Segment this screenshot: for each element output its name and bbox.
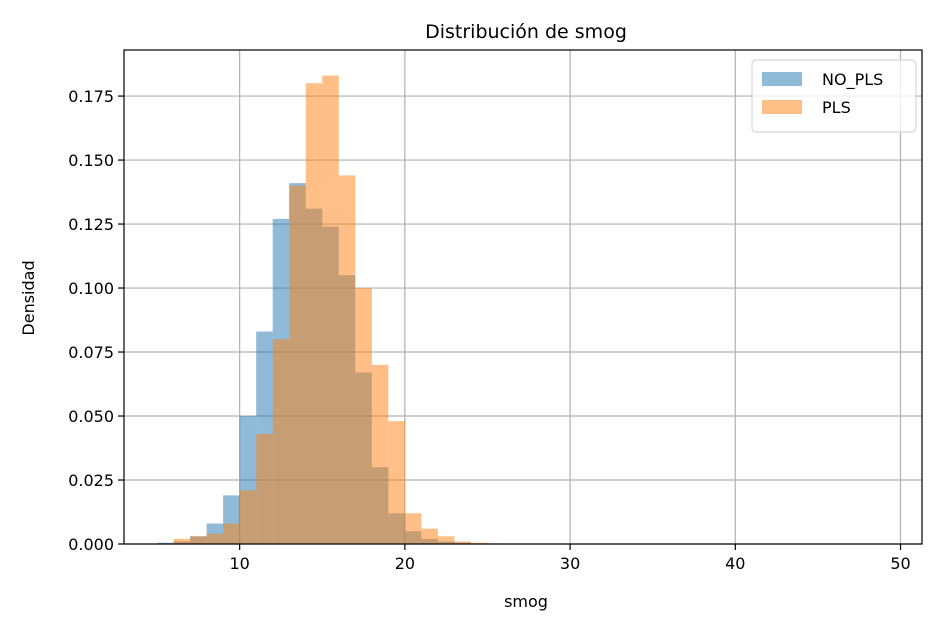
y-tick-label-7: 0.175 [68,87,114,106]
legend: NO_PLS PLS [751,59,917,133]
legend-swatch-NO_PLS [762,72,802,86]
bar-PLS-6 [272,339,290,544]
bar-PLS-17 [454,541,471,544]
bar-PLS-7 [289,185,306,545]
x-tick-label-0: 10 [229,554,249,573]
bar-PLS-2 [206,533,224,544]
bar-PLS-4 [239,490,257,544]
bar-PLS-11 [355,288,372,544]
bar-PLS-1 [190,536,207,544]
bar-PLS-16 [437,536,455,544]
bar-PLS-14 [404,513,422,544]
bars-layer [157,75,521,545]
x-axis-label: smog [504,592,548,611]
y-tick-label-2: 0.050 [68,407,114,426]
y-tick-label-4: 0.100 [68,279,114,298]
bar-PLS-9 [322,75,339,544]
axes-layer: 10 20 30 40 50 0.000 0.025 0.050 0.075 0.100 0.125… [68,49,923,573]
bar-PLS-0 [173,538,191,544]
y-tick-label-0: 0.000 [68,535,114,554]
legend-swatch-PLS [762,100,802,114]
bar-PLS-15 [421,528,438,544]
legend-label-NO_PLS: NO_PLS [822,70,883,90]
legend-label-PLS: PLS [822,98,851,117]
bar-PLS-12 [371,364,389,544]
y-axis-label: Densidad [19,260,38,335]
bar-PLS-3 [223,523,240,544]
x-tick-label-4: 50 [890,554,910,573]
chart-title: Distribución de smog [425,21,627,43]
bar-NO_PLS-0 [157,542,174,544]
x-tick-label-2: 30 [560,554,580,573]
plot-frame [123,49,923,545]
x-tick-label-3: 40 [725,554,745,573]
y-tick-label-1: 0.025 [68,471,114,490]
x-tick-label-1: 20 [395,554,415,573]
y-tick-label-5: 0.125 [68,215,114,234]
y-tick-label-6: 0.150 [68,151,114,170]
bar-PLS-5 [256,433,273,544]
y-tick-label-3: 0.075 [68,343,114,362]
bar-PLS-8 [305,83,323,545]
bar-PLS-13 [388,421,405,544]
bar-PLS-10 [338,175,356,545]
series-PLS [173,75,504,545]
bar-PLS-18 [470,542,488,544]
